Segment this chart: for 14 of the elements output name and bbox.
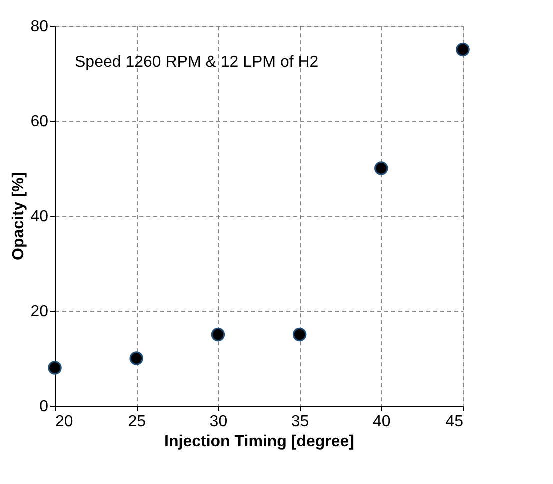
y-axis-title: Opacity [%] xyxy=(10,172,28,261)
y-tick-label: 60 xyxy=(30,114,49,130)
x-tick-label: 40 xyxy=(373,414,391,430)
x-axis-title: Injection Timing [degree] xyxy=(164,434,354,450)
x-tick-label: 35 xyxy=(291,414,310,430)
y-tick-label: 20 xyxy=(30,304,49,320)
annotation: Speed 1260 RPM & 12 LPM of H2 xyxy=(75,54,319,71)
x-tick-label: 45 xyxy=(446,414,464,430)
x-tick-label: 30 xyxy=(210,414,228,430)
y-tick-label: 40 xyxy=(30,208,49,226)
x-tick-label: 20 xyxy=(56,414,74,430)
y-tick-label: 0 xyxy=(40,398,49,416)
y-tick-label: 80 xyxy=(30,18,49,36)
x-tick-label: 25 xyxy=(128,414,146,430)
